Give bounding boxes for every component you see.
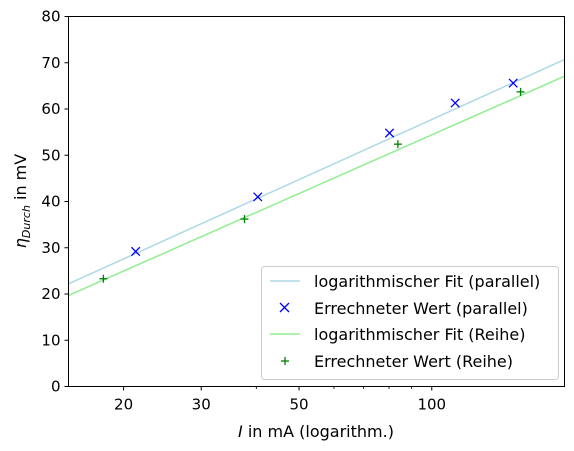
legend-label-reihe-values: Errechneter Wert (Reihe) bbox=[314, 352, 513, 371]
data-point bbox=[450, 98, 460, 108]
tick-marks bbox=[64, 16, 433, 391]
y-axis-label: ηDurch in mV bbox=[11, 154, 33, 248]
y-tick-label: 40 bbox=[41, 193, 60, 211]
legend-swatch-parallel-values bbox=[279, 302, 290, 313]
data-point bbox=[130, 246, 141, 257]
legend-box bbox=[261, 266, 559, 380]
legend-label-reihe-fit: logarithmischer Fit (Reihe) bbox=[314, 325, 525, 344]
x-tick-label: 20 bbox=[114, 396, 133, 414]
data-point bbox=[384, 128, 395, 138]
y-tick-label: 80 bbox=[41, 8, 60, 26]
data-point bbox=[99, 274, 108, 283]
x-axis-label-rest: in mA (logarithm.) bbox=[243, 422, 394, 441]
y-tick-label: 20 bbox=[41, 285, 60, 303]
fit-line-2 bbox=[68, 75, 565, 297]
x-tick-label: 50 bbox=[289, 396, 308, 414]
fit-line-0 bbox=[68, 58, 565, 285]
y-tick-label: 10 bbox=[41, 331, 60, 349]
y-axis-label-sub: Durch bbox=[20, 205, 33, 238]
x-axis-label-var: I bbox=[238, 422, 243, 441]
legend-label-parallel-fit: logarithmischer Fit (parallel) bbox=[314, 272, 540, 291]
x-tick-label: 30 bbox=[192, 396, 211, 414]
data-point bbox=[516, 87, 525, 96]
x-axis-label: I in mA (logarithm.) bbox=[238, 422, 394, 441]
tick-labels: 0 10 20 30 40 50 60 70 80 20 30 50 100 bbox=[41, 8, 446, 414]
legend-label-parallel-values: Errechneter Wert (parallel) bbox=[314, 299, 528, 318]
plot-series bbox=[68, 58, 565, 297]
y-axis-label-rest: in mV bbox=[11, 154, 30, 205]
y-tick-label: 70 bbox=[41, 54, 60, 72]
y-tick-label: 50 bbox=[41, 146, 60, 164]
y-tick-label: 0 bbox=[51, 378, 61, 396]
legend-swatch-reihe-values bbox=[281, 357, 289, 365]
data-point bbox=[253, 192, 263, 202]
y-tick-label: 60 bbox=[41, 100, 60, 118]
plot-frame bbox=[68, 16, 565, 387]
data-point bbox=[393, 140, 402, 149]
legend: logarithmischer Fit (parallel) Errechnet… bbox=[261, 266, 559, 380]
y-axis-label-var: η bbox=[11, 238, 30, 248]
x-tick-label: 100 bbox=[417, 396, 446, 414]
data-point bbox=[240, 215, 249, 224]
y-tick-label: 30 bbox=[41, 239, 60, 257]
data-point bbox=[508, 78, 518, 88]
